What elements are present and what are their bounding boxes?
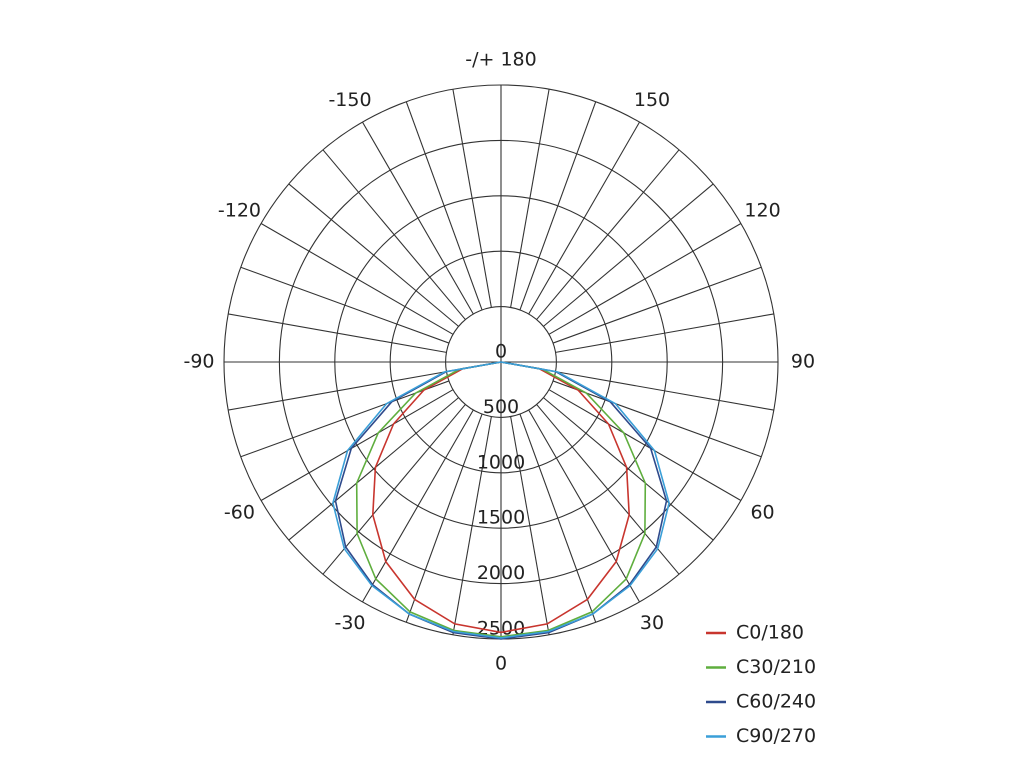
legend-label: C30/210 xyxy=(736,656,816,678)
angle-tick-label: -90 xyxy=(183,351,214,373)
r-tick-label: 1000 xyxy=(477,451,525,473)
angle-tick-label: 30 xyxy=(640,612,664,634)
angle-tick-label: 60 xyxy=(750,502,774,524)
grid-ring xyxy=(278,139,724,585)
angle-tick-label: -60 xyxy=(224,502,255,524)
angle-tick-label: -30 xyxy=(334,612,365,634)
angle-tick-label: 120 xyxy=(744,200,780,222)
angle-tick-label: -150 xyxy=(328,89,371,111)
intensity-curve xyxy=(334,361,668,640)
r-tick-label: 0 xyxy=(495,341,507,363)
angle-tick-label: 90 xyxy=(791,351,815,373)
angle-tick-label: 0 xyxy=(495,653,507,675)
r-tick-label: 2000 xyxy=(477,562,525,584)
grid-ring xyxy=(334,195,668,529)
angle-tick-label: -/+ 180 xyxy=(465,49,536,71)
legend-label: C0/180 xyxy=(736,622,804,644)
intensity-curve xyxy=(332,361,670,639)
grid-ring xyxy=(389,250,613,474)
legend-label: C90/270 xyxy=(736,725,816,747)
intensity-curve xyxy=(371,361,631,634)
r-tick-label: 500 xyxy=(483,396,519,418)
angle-tick-label: -120 xyxy=(218,200,261,222)
r-tick-label: 1500 xyxy=(477,507,525,529)
legend-label: C60/240 xyxy=(736,691,816,713)
grid-ring xyxy=(445,306,557,418)
intensity-curve xyxy=(355,361,647,638)
angle-tick-label: 150 xyxy=(634,89,670,111)
r-tick-label: 2500 xyxy=(477,618,525,640)
